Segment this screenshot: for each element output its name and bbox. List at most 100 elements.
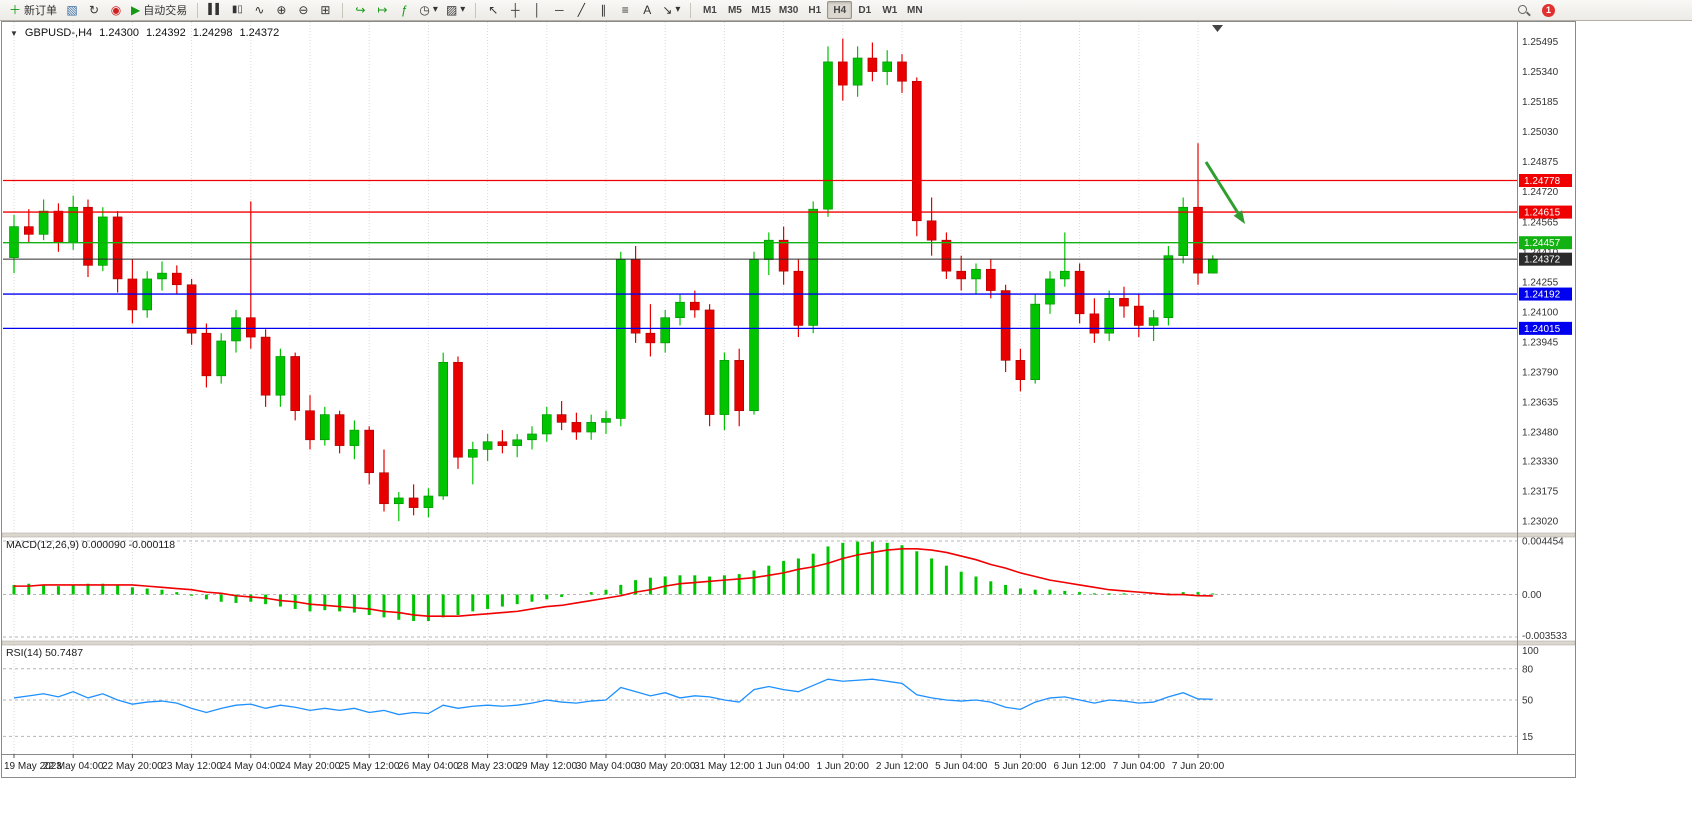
- price-axis: 1.25495 1.25340 1.25185 1.25030 1.24875 1.247…: [1522, 37, 1567, 743]
- candle-down: [334, 414, 345, 446]
- arrow-tool-button[interactable]: ↘ ▾: [658, 1, 684, 19]
- candle-up: [231, 317, 241, 342]
- timeframe-w1-button[interactable]: W1: [877, 1, 902, 19]
- candle-down: [1119, 298, 1129, 307]
- trendline-icon: ╱: [577, 3, 585, 17]
- candle-up: [216, 340, 226, 377]
- toolbar-separator: [342, 2, 344, 18]
- price-axis-label: 1.25495: [1522, 37, 1559, 48]
- refresh-button[interactable]: ↻: [83, 1, 105, 19]
- line-chart-icon: ∿: [254, 3, 265, 17]
- candle-up: [319, 414, 330, 441]
- chart-symbol-header: ▼ GBPUSD-,H4 1.24300 1.24392 1.24298 1.2…: [10, 27, 279, 39]
- candle-up: [98, 216, 108, 266]
- timeframe-mn-button[interactable]: MN: [902, 1, 927, 19]
- candle-up: [675, 301, 685, 318]
- panel-divider[interactable]: [1, 640, 1576, 646]
- candle-down: [645, 332, 656, 344]
- channel-tool-button[interactable]: ∥: [592, 1, 614, 19]
- alerts-button[interactable]: ◉: [105, 1, 127, 19]
- text-tool-button[interactable]: A: [636, 1, 658, 19]
- price-axis-label: 1.24720: [1522, 187, 1559, 198]
- candle-down: [837, 61, 848, 86]
- candle-down: [734, 360, 745, 412]
- candle-down: [941, 239, 952, 272]
- price-axis-label: 1.25030: [1522, 127, 1559, 138]
- chart-shift-marker[interactable]: [1212, 25, 1223, 32]
- candle-up: [157, 272, 167, 280]
- autotrading-button[interactable]: ▶ 自动交易: [127, 1, 191, 19]
- notification-badge[interactable]: 1: [1542, 3, 1555, 17]
- candle-down: [1089, 313, 1100, 334]
- rsi-axis-label: 50: [1522, 696, 1534, 707]
- indicators-button[interactable]: ƒ: [393, 1, 415, 19]
- timeframe-m30-button[interactable]: M30: [775, 1, 802, 19]
- price-axis-label: 1.24875: [1522, 157, 1559, 168]
- time-axis-label: 2 Jun 12:00: [876, 761, 929, 772]
- templates-button[interactable]: ▨ ▾: [442, 1, 469, 19]
- price-axis-label: 1.25185: [1522, 97, 1559, 108]
- new-order-icon: ＋: [9, 3, 22, 17]
- zoom-in-button[interactable]: ⊕: [270, 1, 292, 19]
- annotation-arrow[interactable]: [1204, 161, 1245, 224]
- candle-up: [527, 433, 537, 441]
- rsi-axis-label: 15: [1522, 732, 1534, 743]
- zoom-out-button[interactable]: ⊖: [292, 1, 314, 19]
- price-tag-label: 1.24372: [1524, 255, 1561, 266]
- timeframe-d1-button[interactable]: D1: [852, 1, 877, 19]
- candle-up: [1163, 255, 1174, 318]
- candle-up: [719, 360, 730, 415]
- candle-down: [172, 272, 182, 286]
- candle-down: [453, 361, 463, 458]
- new-order-label: 新订单: [24, 5, 58, 17]
- cursor-tool-button[interactable]: ↖: [482, 1, 504, 19]
- periods-button[interactable]: ◷ ▾: [415, 1, 442, 19]
- candlestick-chart-button[interactable]: ▮▯: [226, 1, 248, 19]
- tile-windows-button[interactable]: ⊞: [314, 1, 336, 19]
- candle-up: [275, 356, 286, 396]
- auto-scroll-button[interactable]: ↪: [349, 1, 371, 19]
- price-axis-label: 1.23480: [1522, 428, 1559, 439]
- fibonacci-tool-button[interactable]: ≡: [614, 1, 636, 19]
- autotrading-icon: ▶: [131, 3, 141, 17]
- panel-divider[interactable]: [1, 532, 1576, 538]
- new-chart-icon: ▧: [66, 3, 78, 17]
- candle-down: [201, 332, 212, 377]
- rsi-line: [13, 678, 1213, 716]
- timeframe-m5-button[interactable]: M5: [722, 1, 747, 19]
- price-level-tag: [1519, 205, 1572, 219]
- candle-down: [246, 317, 256, 338]
- price-tag-label: 1.24192: [1524, 290, 1561, 301]
- candle-down: [571, 422, 582, 433]
- candle-up: [852, 57, 863, 86]
- price-axis-label: 1.23020: [1522, 517, 1559, 528]
- timeframe-m1-button[interactable]: M1: [697, 1, 722, 19]
- horizontal-line-tool-button[interactable]: ─: [548, 1, 570, 19]
- new-chart-button[interactable]: ▧: [61, 1, 83, 19]
- search-icon: [1516, 3, 1530, 17]
- time-axis-label: 26 May 04:00: [398, 761, 459, 772]
- vertical-line-tool-button[interactable]: │: [526, 1, 548, 19]
- crosshair-tool-button[interactable]: ┼: [504, 1, 526, 19]
- new-order-button[interactable]: ＋ 新订单: [5, 1, 61, 19]
- price-axis-label: 1.23175: [1522, 487, 1559, 498]
- chart-shift-button[interactable]: ↦: [371, 1, 393, 19]
- bar-chart-button[interactable]: ▌▌: [204, 1, 226, 19]
- candle-down: [985, 268, 996, 291]
- search-button[interactable]: [1512, 1, 1534, 19]
- trendline-tool-button[interactable]: ╱: [570, 1, 592, 19]
- timeframe-h4-button[interactable]: H4: [827, 1, 853, 19]
- price-axis-label: 1.24100: [1522, 307, 1559, 318]
- timeframe-m15-button[interactable]: M15: [747, 1, 774, 19]
- candle-up: [971, 268, 981, 280]
- macd-axis-label: 0.00: [1522, 590, 1542, 601]
- indicator-levels: [3, 540, 1517, 737]
- chart-canvas[interactable]: 1.25495 1.25340 1.25185 1.25030 1.24875 1.247…: [0, 21, 1692, 837]
- macd-signal-line: [14, 548, 1213, 617]
- timeframe-h1-button[interactable]: H1: [802, 1, 827, 19]
- candle-down: [53, 210, 64, 243]
- dropdown-icon: ▾: [675, 4, 681, 15]
- line-chart-button[interactable]: ∿: [248, 1, 270, 19]
- alerts-icon: ◉: [110, 3, 122, 17]
